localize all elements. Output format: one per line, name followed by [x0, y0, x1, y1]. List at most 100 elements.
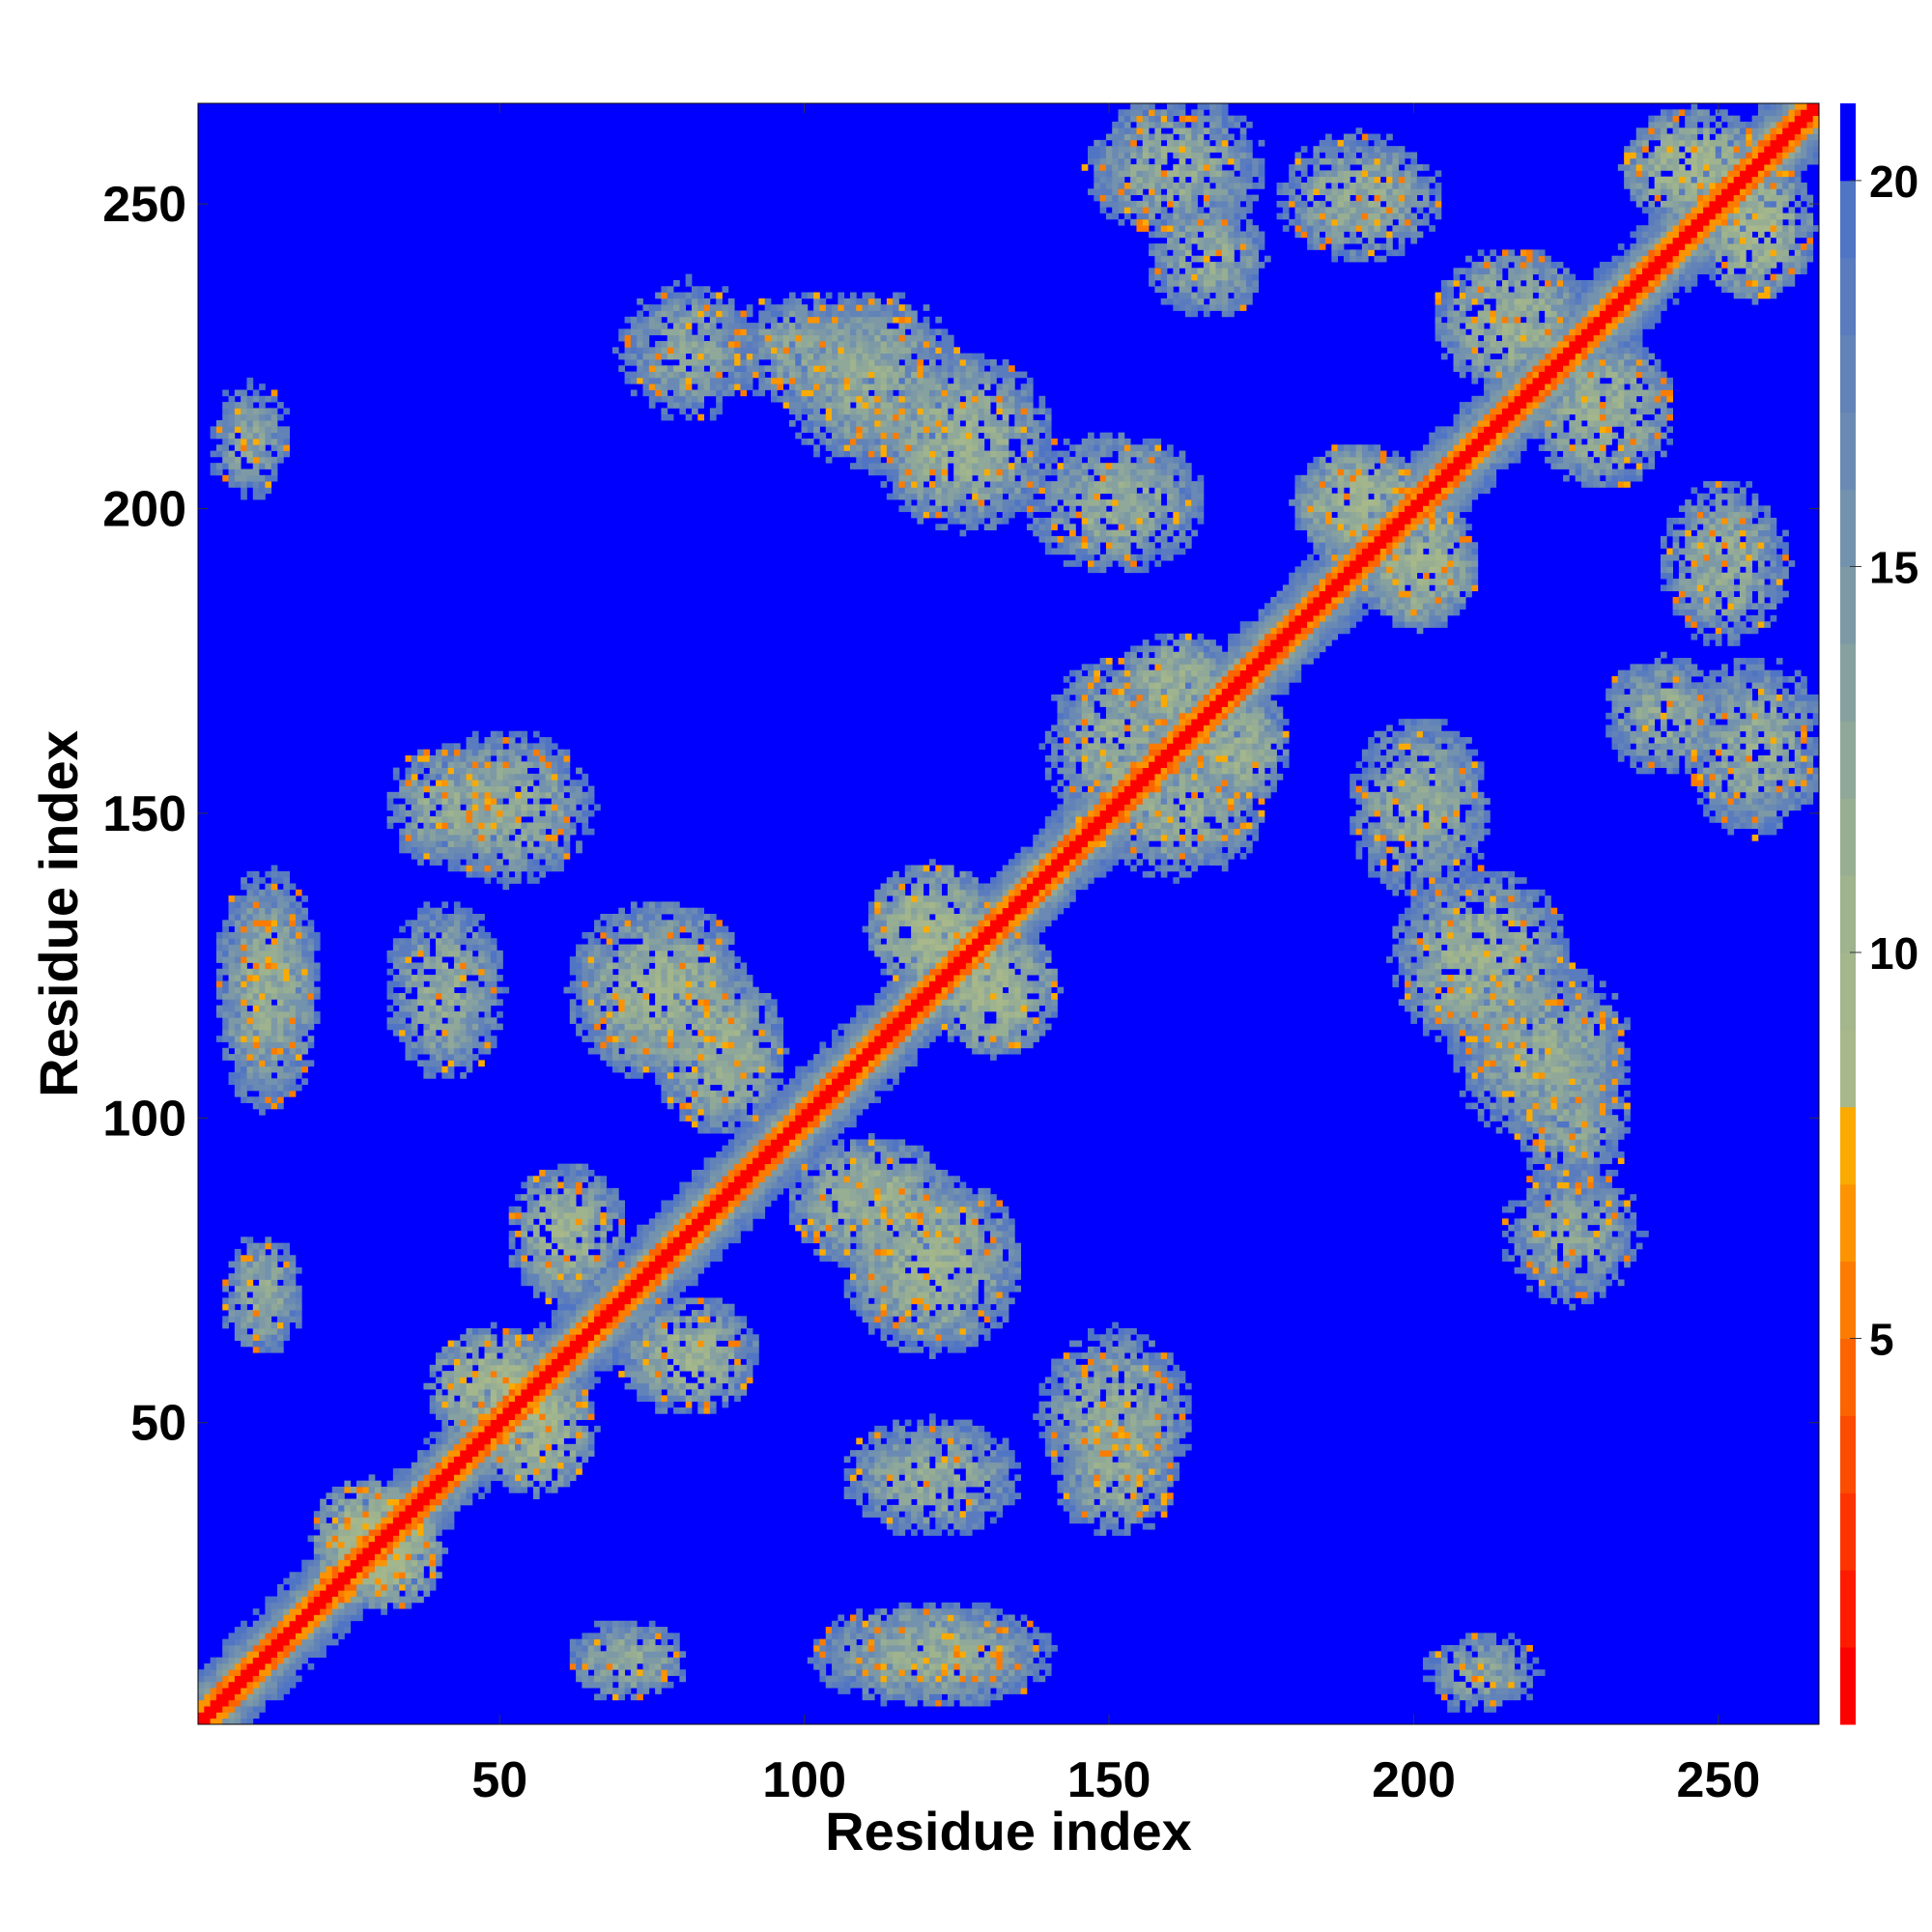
heatmap-cell — [928, 1620, 936, 1628]
heatmap-cell — [1550, 1255, 1558, 1262]
heatmap-cell — [594, 1181, 601, 1189]
heatmap-cell — [990, 1662, 997, 1670]
heatmap-cell — [856, 1157, 863, 1165]
heatmap-cell — [1142, 1364, 1150, 1372]
heatmap-cell — [935, 1662, 943, 1670]
heatmap-cell — [447, 1425, 455, 1433]
heatmap-cell — [1123, 1371, 1131, 1378]
heatmap-cell — [862, 1261, 869, 1268]
heatmap-cell — [1508, 1224, 1515, 1232]
heatmap-cell — [326, 1620, 333, 1628]
heatmap-cell — [819, 1638, 827, 1646]
heatmap-cell — [886, 1681, 894, 1689]
heatmap-cell — [1484, 1662, 1491, 1670]
heatmap-cell — [886, 1638, 899, 1646]
heatmap-cell — [843, 1620, 851, 1628]
heatmap-cell — [265, 1242, 272, 1250]
heatmap-cell — [898, 1181, 906, 1189]
heatmap-cell — [490, 1395, 497, 1403]
heatmap-cell — [1459, 1688, 1466, 1694]
heatmap-cell — [898, 1627, 906, 1634]
heatmap-cell — [466, 1382, 473, 1390]
heatmap-cell — [898, 1456, 906, 1463]
heatmap-cell — [978, 1273, 991, 1280]
heatmap-cell — [557, 1279, 564, 1287]
heatmap-cell — [320, 1565, 327, 1573]
heatmap-cell — [374, 1583, 382, 1591]
heatmap-cell — [965, 1651, 973, 1659]
heatmap-cell — [898, 1231, 906, 1237]
heatmap-cell — [411, 1492, 418, 1499]
heatmap-cell — [990, 1669, 1004, 1676]
heatmap-cell — [642, 1231, 650, 1237]
heatmap-cell — [983, 1279, 991, 1287]
heatmap-cell — [1545, 1212, 1551, 1219]
heatmap-cell — [965, 1200, 973, 1208]
heatmap-cell — [600, 1218, 608, 1226]
heatmap-cell — [1484, 1699, 1491, 1707]
heatmap-cell — [1105, 1511, 1113, 1518]
heatmap-cell — [1118, 1406, 1125, 1414]
heatmap-cell — [447, 1437, 455, 1445]
heatmap-cell — [1130, 1352, 1137, 1359]
heatmap-cell — [265, 1644, 284, 1652]
heatmap-cell — [594, 1176, 601, 1182]
heatmap-cell — [368, 1517, 376, 1524]
heatmap-cell — [722, 1352, 729, 1359]
heatmap-cell — [965, 1316, 979, 1323]
heatmap-cell — [1587, 1157, 1594, 1165]
heatmap-cell — [313, 1644, 321, 1652]
heatmap-cell — [941, 1303, 949, 1311]
heatmap-cell — [1484, 1121, 1491, 1128]
heatmap-cell — [867, 1218, 875, 1226]
heatmap-cell — [941, 1608, 960, 1615]
heatmap-cell — [990, 1517, 997, 1524]
heatmap-cell — [436, 1541, 442, 1548]
heatmap-cell — [600, 1340, 608, 1348]
heatmap-cell — [215, 1681, 223, 1689]
heatmap-cell — [825, 1169, 833, 1177]
heatmap-cell — [679, 1248, 687, 1256]
heatmap-cell — [1526, 1224, 1533, 1232]
heatmap-cell — [1160, 1371, 1168, 1378]
heatmap-cell — [1160, 1468, 1168, 1475]
heatmap-cell — [637, 1297, 643, 1305]
heatmap-cell — [1136, 1419, 1144, 1427]
heatmap-cell — [978, 1699, 985, 1707]
heatmap-cell — [941, 1437, 949, 1445]
heatmap-cell — [313, 1614, 327, 1622]
heatmap-cell — [252, 1608, 260, 1615]
heatmap-cell — [813, 1139, 827, 1147]
heatmap-cell — [825, 1675, 838, 1683]
heatmap-cell — [453, 1340, 461, 1348]
heatmap-cell — [587, 1261, 595, 1268]
heatmap-cell — [611, 1627, 619, 1634]
heatmap-cell — [807, 1145, 814, 1152]
heatmap-cell — [606, 1662, 613, 1670]
heatmap-cell — [283, 1651, 291, 1659]
heatmap-cell — [526, 1200, 534, 1208]
heatmap-cell — [996, 1321, 1004, 1329]
heatmap-cell — [1459, 1657, 1466, 1664]
heatmap-cell — [874, 1145, 888, 1152]
heatmap-cell — [959, 1242, 973, 1250]
heatmap-cell — [886, 1310, 894, 1317]
heatmap-cell — [838, 1669, 845, 1676]
heatmap-cell — [417, 1583, 424, 1591]
heatmap-cell — [1099, 1334, 1107, 1341]
heatmap-cell — [753, 1157, 772, 1165]
heatmap-cell — [978, 1187, 985, 1195]
heatmap-cell — [1099, 1498, 1107, 1506]
heatmap-cell — [1630, 1248, 1637, 1256]
heatmap-cell — [399, 1596, 412, 1604]
heatmap-cell — [246, 1657, 254, 1664]
heatmap-cell — [497, 1364, 503, 1372]
heatmap-cell — [587, 1638, 595, 1646]
heatmap-cell — [716, 1346, 723, 1353]
heatmap-cell — [460, 1352, 467, 1359]
heatmap-cell — [856, 1633, 863, 1640]
heatmap-cell — [1075, 1401, 1083, 1408]
heatmap-cell — [331, 1517, 339, 1524]
heatmap-cell — [996, 1279, 1004, 1287]
heatmap-cell — [289, 1602, 297, 1609]
